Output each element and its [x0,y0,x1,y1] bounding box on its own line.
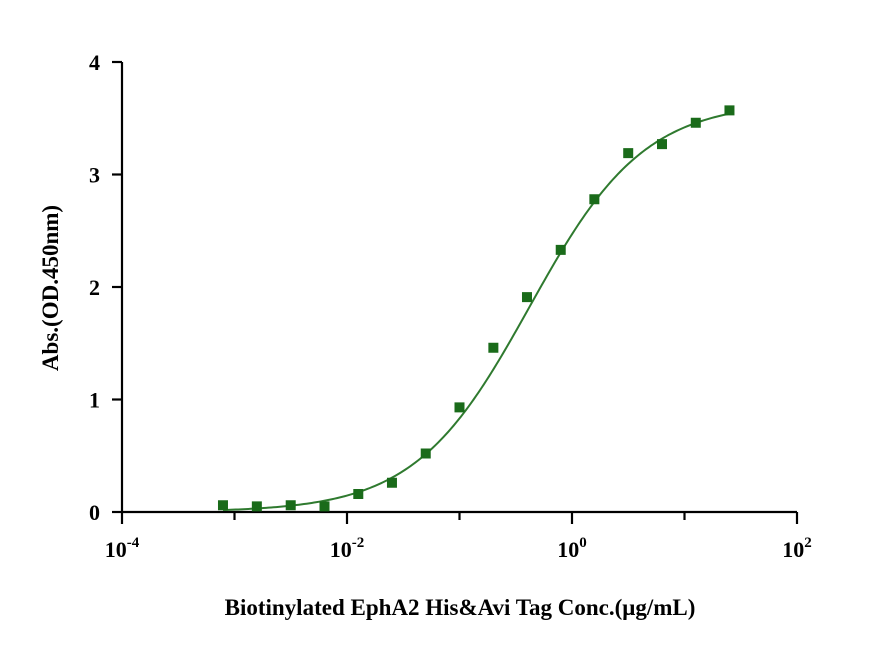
tick-labels: 0 1 2 3 4 10-4 10-2 100 102 [89,50,812,562]
data-point [285,500,296,511]
x-axis-title: Biotinylated EphA2 His&Avi Tag Conc.(μg/… [225,595,696,620]
data-point [690,117,701,128]
data-point [251,501,262,512]
x-tick-label: 102 [782,535,812,562]
y-axis-title: Abs.(OD.450nm) [38,205,63,371]
y-tick-label: 1 [89,388,100,413]
data-point [724,105,735,116]
y-tick-label: 4 [89,50,100,75]
fit-curve [222,112,730,512]
data-point [319,501,330,512]
y-tick-label: 0 [89,500,100,525]
data-points [217,105,735,512]
y-tick-label: 3 [89,163,100,188]
x-tick-label: 100 [557,535,587,562]
data-point [555,244,566,255]
fit-curve-layer [222,112,730,512]
data-point [589,194,600,205]
data-point [454,402,465,413]
data-point [623,148,634,159]
data-point [657,139,668,150]
data-point [353,489,364,499]
x-tick-label: 10-2 [330,535,365,562]
data-point [386,477,397,488]
data-point [420,448,431,459]
data-point [521,292,532,303]
y-tick-label: 2 [89,275,100,300]
data-point [217,500,228,511]
axes [112,60,799,524]
data-point [488,342,499,353]
x-tick-label: 10-4 [105,535,140,562]
